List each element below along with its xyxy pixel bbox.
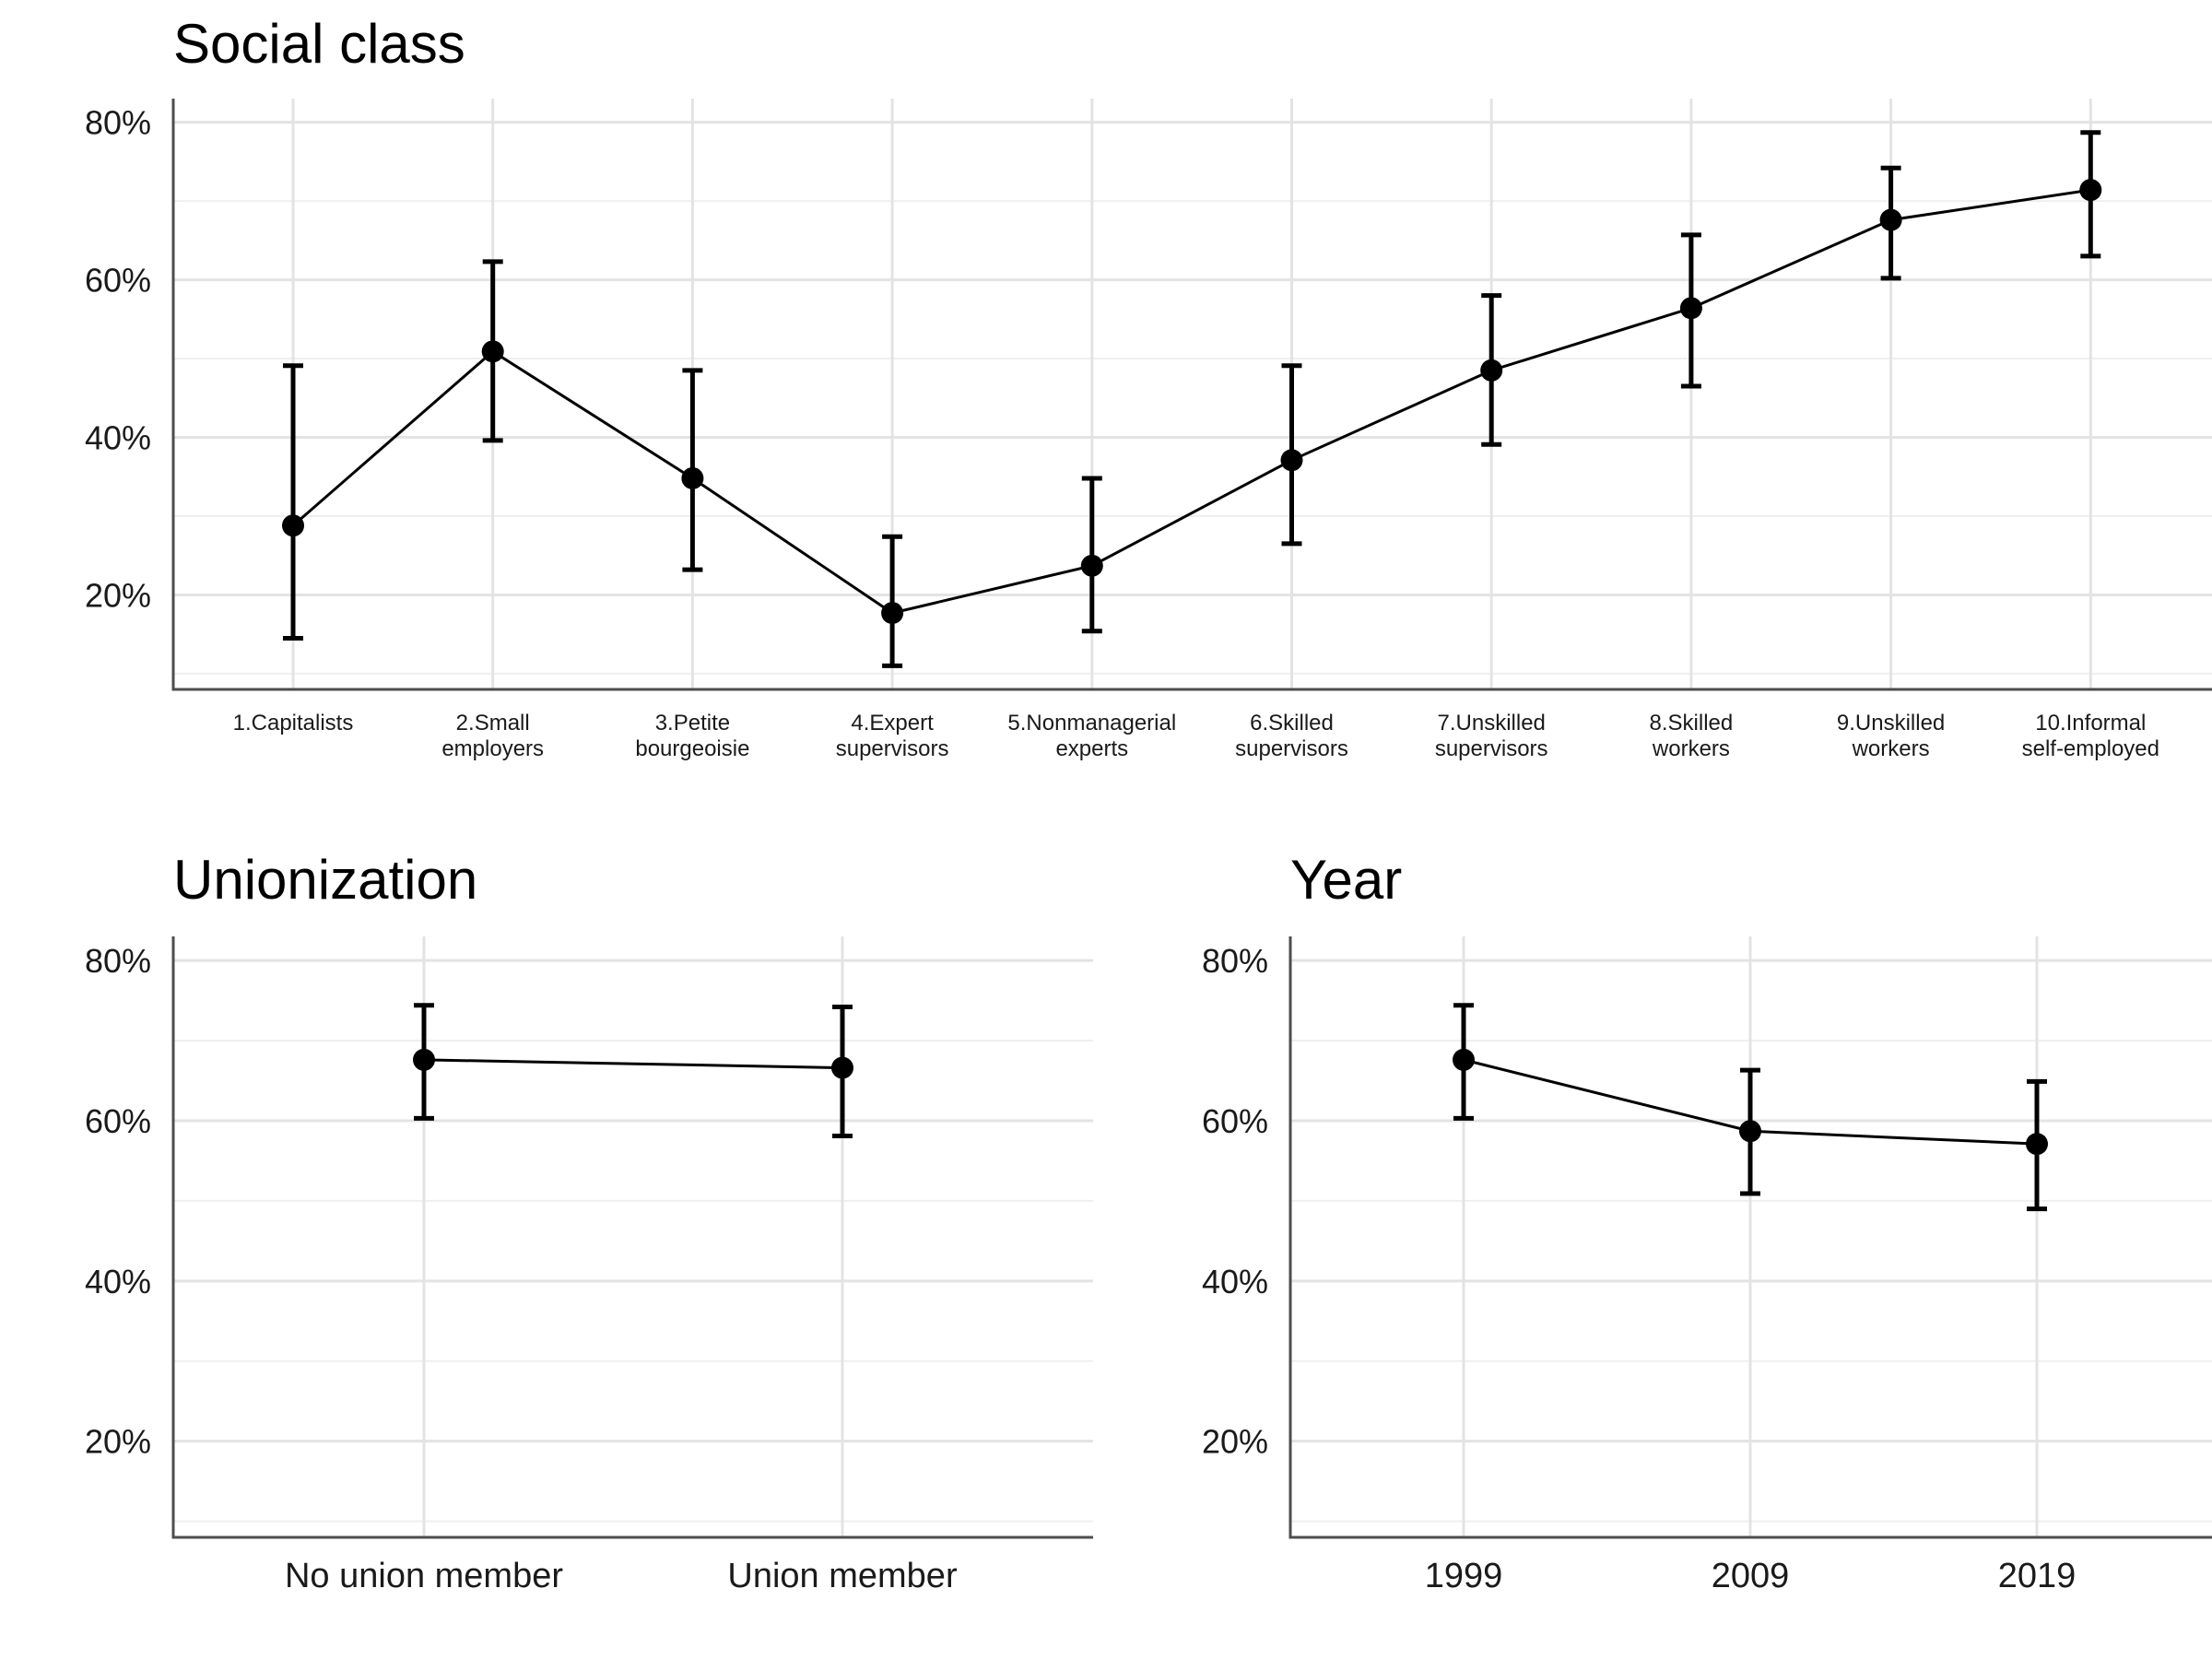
social-class-data-point bbox=[1679, 297, 1702, 320]
year-y-tick-label: 20% bbox=[1202, 1423, 1268, 1461]
social-class-x-tick-label: 10.Informal bbox=[2035, 711, 2146, 735]
social-class-x-tick-label: 9.Unskilled bbox=[1837, 711, 1945, 735]
social-class-x-tick-label: supervisors bbox=[1435, 736, 1548, 761]
unionization-y-tick-label: 80% bbox=[85, 942, 151, 980]
social-class-x-tick-label: 3.Petite bbox=[655, 711, 730, 735]
social-class-y-tick-label: 60% bbox=[85, 262, 151, 300]
social-class-x-tick-label: self-employed bbox=[2022, 736, 2159, 761]
unionization-y-tick-label: 60% bbox=[85, 1102, 151, 1140]
social-class-series-line bbox=[292, 188, 2091, 615]
social-class-x-tick-label: supervisors bbox=[836, 736, 949, 761]
social-class-data-point bbox=[1080, 554, 1103, 577]
social-class-data-point bbox=[1879, 208, 1902, 231]
social-class-y-tick-label: 40% bbox=[85, 419, 151, 457]
unionization-x-tick-label: No union member bbox=[285, 1557, 563, 1595]
year-data-point bbox=[1739, 1120, 1761, 1143]
social-class-panel: Social class 20% 40% 60% 80% 1.Capitalists 2.S… bbox=[85, 13, 2212, 761]
social-class-data-point bbox=[1280, 449, 1303, 472]
social-class-y-tick-label: 80% bbox=[85, 104, 151, 142]
social-class-x-tick-label: employers bbox=[441, 736, 544, 761]
year-x-tick-label: 2019 bbox=[1998, 1557, 2077, 1595]
year-panel-title: Year bbox=[1290, 849, 1402, 911]
social-class-error-bar bbox=[882, 534, 903, 668]
social-class-data-point bbox=[481, 340, 504, 363]
social-class-x-tick-label: experts bbox=[1055, 736, 1128, 761]
unionization-data-point bbox=[413, 1048, 435, 1071]
social-class-x-tick-label: bourgeoisie bbox=[635, 736, 749, 761]
social-class-data-point bbox=[2079, 179, 2102, 202]
social-class-error-bar bbox=[283, 363, 303, 641]
social-class-data-point bbox=[681, 466, 704, 489]
unionization-series-line bbox=[423, 1058, 843, 1070]
social-class-x-tick-label: supervisors bbox=[1235, 736, 1348, 761]
year-y-tick-label: 40% bbox=[1202, 1263, 1268, 1300]
social-class-data-point bbox=[881, 602, 904, 625]
unionization-data-point bbox=[831, 1056, 853, 1079]
year-panel: Year 20% 40% 60% 80% 1999 2009 2019 bbox=[1202, 849, 2212, 1595]
social-class-data-point bbox=[1480, 359, 1503, 382]
unionization-y-tick-label: 40% bbox=[85, 1263, 151, 1300]
social-class-y-tick-label: 20% bbox=[85, 576, 151, 614]
social-class-panel-title: Social class bbox=[173, 13, 465, 75]
year-y-tick-label: 80% bbox=[1202, 942, 1268, 980]
unionization-x-tick-label: Union member bbox=[727, 1557, 958, 1595]
social-class-x-tick-label: workers bbox=[1652, 736, 1730, 761]
unionization-panel-title: Unionization bbox=[173, 849, 477, 911]
year-data-point bbox=[2026, 1133, 2048, 1156]
social-class-x-tick-label: workers bbox=[1852, 736, 1930, 761]
unionization-panel: Unionization 20% 40% 60% 80% No union member U… bbox=[85, 849, 1093, 1595]
social-class-x-tick-label: 1.Capitalists bbox=[233, 711, 354, 735]
social-class-data-point bbox=[282, 514, 304, 537]
year-x-tick-label: 1999 bbox=[1425, 1557, 1503, 1595]
social-class-x-tick-label: 8.Skilled bbox=[1650, 711, 1734, 735]
social-class-x-tick-label: 6.Skilled bbox=[1250, 711, 1334, 735]
social-class-x-tick-label: 7.Unskilled bbox=[1438, 711, 1546, 735]
social-class-x-tick-label: 2.Small bbox=[456, 711, 530, 735]
social-class-x-tick-label: 5.Nonmanagerial bbox=[1007, 711, 1176, 735]
year-data-point bbox=[1453, 1048, 1475, 1071]
unionization-y-tick-label: 20% bbox=[85, 1423, 151, 1461]
social-class-x-tick-label: 4.Expert bbox=[851, 711, 934, 735]
year-y-tick-label: 60% bbox=[1202, 1102, 1268, 1140]
year-x-tick-label: 2009 bbox=[1712, 1557, 1790, 1595]
